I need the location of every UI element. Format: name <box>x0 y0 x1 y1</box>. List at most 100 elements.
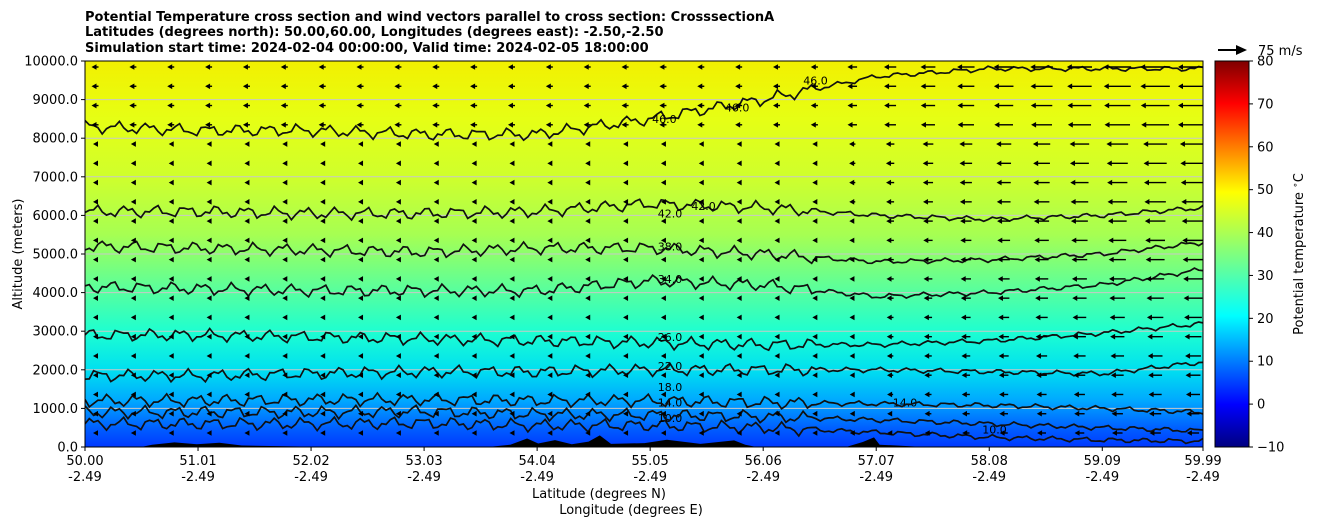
wind-vector <box>130 333 136 340</box>
wind-vector <box>168 295 174 301</box>
wind-vector-arrowhead-icon <box>698 256 704 263</box>
wind-vector <box>585 256 591 263</box>
wind-vector-arrowhead-icon <box>1070 179 1076 186</box>
wind-vector-arrowhead-icon <box>1141 121 1147 128</box>
wind-vector <box>206 218 212 224</box>
wind-vector-arrowhead-icon <box>282 391 288 398</box>
wind-vector-arrowhead-icon <box>433 333 439 340</box>
wind-vector-arrowhead-icon <box>736 314 742 321</box>
wind-vector-arrowhead-icon <box>623 276 629 282</box>
wind-vector <box>697 102 705 109</box>
y-tick-label: 4000.0 <box>33 286 79 301</box>
wind-vector-arrowhead-icon <box>997 295 1003 301</box>
wind-vector-arrowhead-icon <box>923 295 929 301</box>
wind-vector <box>1179 141 1203 147</box>
wind-vector-arrowhead-icon <box>433 276 439 282</box>
wind-vector-arrowhead-icon <box>1034 256 1040 263</box>
wind-vector-arrowhead-icon <box>547 199 553 205</box>
wind-vector <box>660 199 666 205</box>
wind-vector-arrowhead-icon <box>660 237 666 244</box>
wind-vector <box>623 353 629 359</box>
wind-vector <box>623 256 629 263</box>
wind-vector <box>130 391 136 398</box>
wind-vector <box>585 410 591 417</box>
wind-vector-arrowhead-icon <box>812 237 818 244</box>
wind-vector-arrowhead-icon <box>130 160 136 167</box>
wind-vector <box>168 256 174 263</box>
wind-vector-arrowhead-icon <box>886 256 892 263</box>
wind-vector <box>1035 333 1048 340</box>
contour-label: 22.0 <box>658 360 683 373</box>
wind-vector-arrowhead-icon <box>774 410 780 417</box>
wind-vector <box>585 430 591 436</box>
wind-vector-arrowhead-icon <box>91 121 97 128</box>
colorbar-label-text: Potential temperature <box>1292 188 1307 335</box>
wind-vector <box>129 102 137 109</box>
wind-vector-arrowhead-icon <box>996 199 1002 205</box>
wind-vector-arrowhead-icon <box>433 410 439 417</box>
colorbar-tick-label: 50 <box>1257 183 1274 198</box>
wind-vector-arrowhead-icon <box>773 121 779 128</box>
wind-vector-arrowhead-icon <box>244 199 250 205</box>
wind-vector-arrowhead-icon <box>1182 256 1188 263</box>
wind-vector-arrowhead-icon <box>394 102 400 109</box>
wind-vector-arrowhead-icon <box>395 237 401 244</box>
wind-vector <box>130 430 136 436</box>
wind-vector <box>470 64 478 70</box>
wind-vector <box>960 276 971 282</box>
wind-vector-arrowhead-icon <box>1103 83 1109 90</box>
wind-vector-arrowhead-icon <box>736 256 742 263</box>
wind-vector-arrowhead-icon <box>358 179 364 186</box>
wind-vector-arrowhead-icon <box>997 218 1003 224</box>
wind-vector <box>920 64 936 70</box>
wind-vector-arrowhead-icon <box>1067 102 1073 109</box>
wind-vector-arrowhead-icon <box>358 410 364 417</box>
wind-vector <box>585 179 591 186</box>
wind-vector <box>621 83 629 90</box>
wind-vector-arrowhead-icon <box>93 218 98 224</box>
wind-vector-arrowhead-icon <box>1110 372 1116 379</box>
x-tick-label-lat: 58.08 <box>971 454 1008 469</box>
wind-vector-arrowhead-icon <box>509 218 515 224</box>
wind-vector-arrowhead-icon <box>206 410 212 417</box>
wind-vector <box>922 179 934 186</box>
wind-vector <box>961 391 970 398</box>
wind-vector-arrowhead-icon <box>167 121 173 128</box>
wind-vector-arrowhead-icon <box>698 430 704 436</box>
wind-vector-arrowhead-icon <box>1112 430 1118 436</box>
wind-vector <box>318 64 326 70</box>
wind-vector <box>130 237 136 244</box>
wind-vector <box>774 430 780 436</box>
wind-vector-arrowhead-icon <box>773 64 779 70</box>
wind-vector-arrowhead-icon <box>244 430 250 436</box>
wind-vector-arrowhead-icon <box>432 121 438 128</box>
wind-vector-arrowhead-icon <box>320 430 326 436</box>
wind-vector <box>849 160 856 167</box>
wind-vector-arrowhead-icon <box>812 276 818 282</box>
wind-vector-arrowhead-icon <box>623 430 629 436</box>
wind-vector <box>432 102 440 109</box>
wind-vector-arrowhead-icon <box>1111 391 1117 398</box>
wind-vector <box>318 83 326 90</box>
wind-vector <box>583 64 591 70</box>
wind-vector-arrowhead-icon <box>1109 314 1115 321</box>
wind-vector <box>623 160 629 167</box>
wind-vector-arrowhead-icon <box>923 256 929 263</box>
wind-vector-arrowhead-icon <box>545 121 551 128</box>
wind-vector <box>884 83 897 90</box>
wind-vector <box>282 179 288 186</box>
wind-vector <box>886 372 894 379</box>
wind-vector-arrowhead-icon <box>280 64 286 70</box>
wind-vector <box>883 64 897 70</box>
wind-vector-arrowhead-icon <box>168 160 174 167</box>
wind-vector-arrowhead-icon <box>168 314 174 321</box>
wind-vector <box>1074 410 1085 417</box>
wind-vector-arrowhead-icon <box>1178 64 1183 70</box>
wind-vector-arrowhead-icon <box>509 410 515 417</box>
wind-vector-arrowhead-icon <box>660 276 666 282</box>
wind-vector <box>358 160 364 167</box>
wind-vector <box>660 218 666 224</box>
wind-vector-arrowhead-icon <box>810 83 816 90</box>
wind-vector-arrowhead-icon <box>660 141 666 147</box>
wind-vector <box>812 391 818 398</box>
